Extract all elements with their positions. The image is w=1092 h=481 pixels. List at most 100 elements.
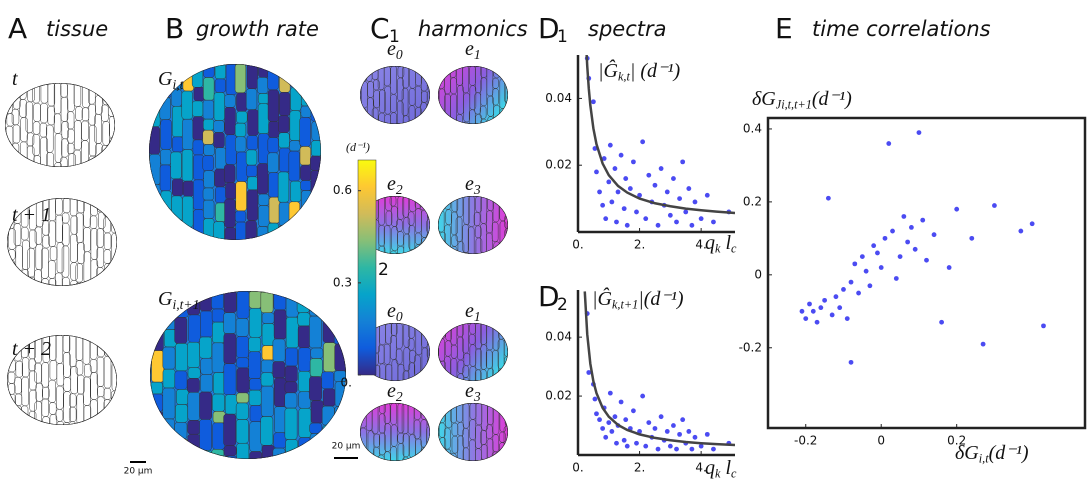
- point: [803, 316, 809, 321]
- cell: [451, 435, 459, 454]
- label-text: q: [705, 232, 715, 254]
- cell: [76, 424, 84, 425]
- label-text: (d⁻¹): [989, 442, 1029, 464]
- point: [698, 443, 704, 449]
- cell: [438, 114, 445, 124]
- cell: [427, 323, 430, 344]
- cell: [333, 313, 346, 345]
- cell: [245, 149, 258, 166]
- cell: [457, 435, 464, 461]
- cell: [385, 323, 393, 345]
- cell: [170, 151, 182, 180]
- cell: [310, 211, 321, 224]
- point: [871, 243, 877, 249]
- math-label: Gi,t: [158, 68, 185, 93]
- cell: [246, 189, 259, 221]
- math-label: δGi,t(d⁻¹): [955, 442, 1029, 466]
- cell: [200, 310, 213, 338]
- cell: [203, 170, 215, 189]
- cell: [211, 291, 224, 310]
- panel-title: time correlations: [812, 17, 991, 41]
- point: [624, 443, 630, 449]
- cell: [160, 149, 172, 166]
- cell: [415, 375, 422, 381]
- cell: [298, 391, 312, 409]
- cell: [505, 102, 508, 120]
- cell: [310, 234, 321, 240]
- cell: [96, 415, 104, 425]
- cell: [54, 162, 62, 167]
- label-text: t + 2: [12, 338, 51, 360]
- cell: [426, 90, 430, 118]
- cell: [159, 164, 172, 192]
- subscript: i,t+1: [172, 297, 199, 312]
- cell: [301, 79, 313, 107]
- cell: [103, 198, 111, 218]
- cell: [246, 135, 258, 151]
- point: [637, 192, 642, 198]
- point: [614, 219, 619, 225]
- point: [631, 408, 636, 414]
- cell: [192, 100, 204, 117]
- point: [597, 189, 602, 195]
- cell: [298, 347, 312, 372]
- label-text: δG: [752, 88, 776, 110]
- point: [677, 196, 682, 202]
- cell: [491, 451, 499, 461]
- cell: [175, 438, 189, 450]
- tissue: [438, 196, 508, 254]
- cell: [224, 394, 238, 415]
- cell: [199, 450, 213, 459]
- subscript: k,t+1: [612, 297, 638, 311]
- cell: [322, 450, 336, 459]
- cell: [499, 66, 506, 79]
- cell: [62, 422, 71, 425]
- cell: [300, 64, 312, 80]
- point: [692, 434, 698, 440]
- subscript: 1: [474, 309, 481, 324]
- cell: [468, 109, 476, 124]
- panel-title: harmonics: [418, 17, 528, 41]
- label-text: l: [720, 457, 731, 479]
- cell: [426, 449, 430, 461]
- point: [912, 246, 918, 252]
- point: [689, 446, 695, 452]
- y-tick-label: 0.04: [545, 330, 572, 344]
- colorbar: [357, 159, 377, 376]
- cell: [481, 459, 489, 461]
- cell: [162, 387, 176, 420]
- cell: [192, 116, 204, 141]
- cell: [267, 64, 279, 91]
- cell: [383, 343, 391, 365]
- point: [689, 222, 695, 228]
- cell: [284, 392, 298, 409]
- point: [698, 216, 704, 222]
- cell: [236, 291, 250, 319]
- tick-label: 0.: [341, 376, 352, 390]
- x-tick-label: 2.: [634, 461, 645, 475]
- tissue-body: [438, 403, 508, 461]
- panel-letter: D: [538, 12, 560, 45]
- cell: [28, 421, 37, 425]
- cell: [214, 78, 226, 93]
- cell: [249, 307, 262, 338]
- cell: [110, 419, 117, 425]
- cell: [504, 323, 508, 337]
- cell: [504, 196, 508, 216]
- cell: [288, 150, 300, 182]
- cell: [225, 182, 237, 200]
- point: [882, 235, 888, 241]
- label-text: e: [387, 38, 396, 60]
- math-label: e2: [387, 173, 403, 198]
- math-label: e3: [465, 173, 481, 198]
- cell: [378, 245, 386, 254]
- cell: [181, 90, 193, 120]
- label-text: |Ĝ: [598, 58, 618, 82]
- point: [601, 156, 607, 161]
- point: [623, 176, 629, 181]
- point: [658, 166, 664, 171]
- point: [686, 429, 692, 434]
- cell: [56, 421, 65, 425]
- cell: [309, 433, 323, 454]
